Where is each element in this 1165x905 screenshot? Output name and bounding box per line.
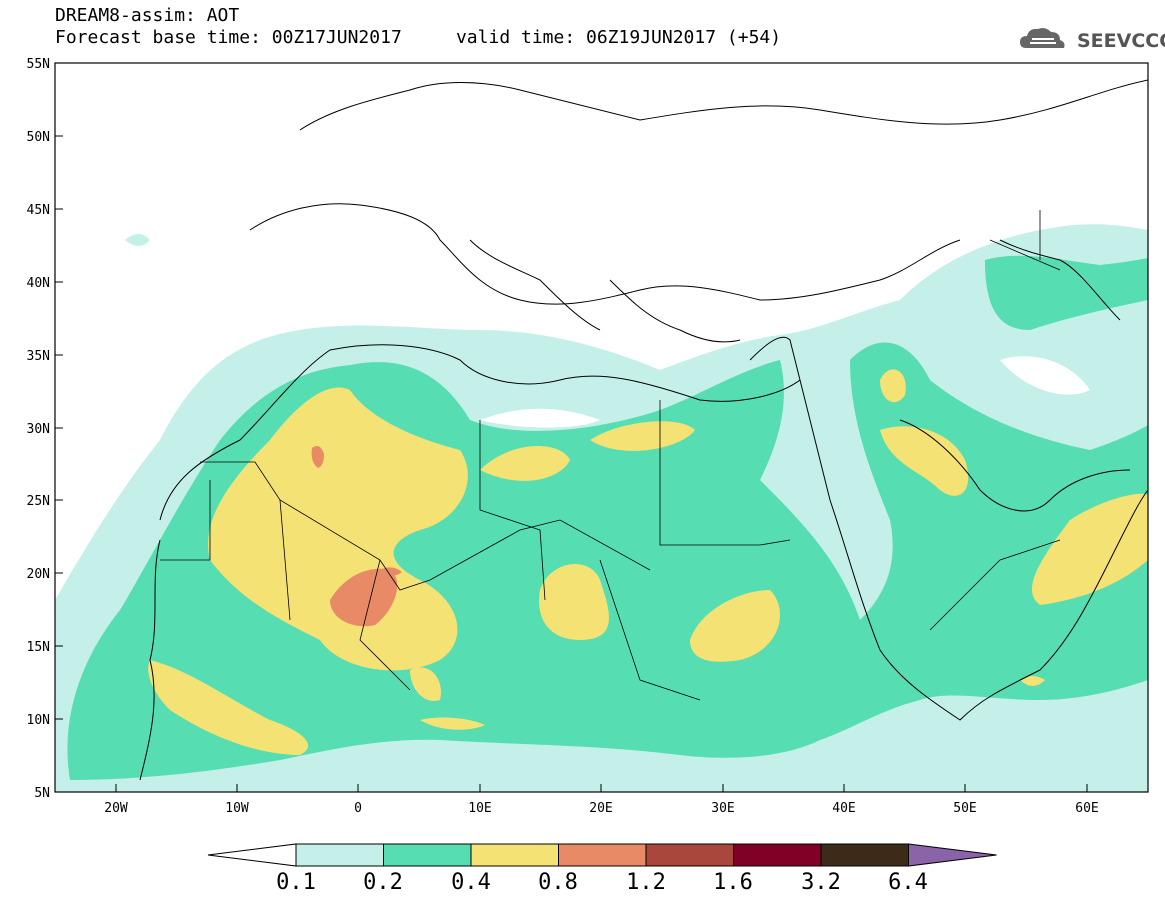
lat-label: 55N [27, 57, 50, 72]
lat-label: 20N [27, 567, 50, 582]
aot-band-0.4 [1020, 676, 1045, 686]
colorbar-label: 3.2 [801, 870, 841, 895]
lon-label: 60E [1075, 801, 1098, 816]
colorbar-label: 0.2 [363, 870, 403, 895]
aot-band-0.4 [590, 421, 695, 451]
lat-label: 5N [34, 786, 50, 801]
lon-label: 40E [832, 801, 855, 816]
aot-band-0.4 [410, 667, 441, 701]
colorbar-label: 0.1 [276, 870, 316, 895]
axis-ticks [55, 62, 1088, 792]
aot-band-0.4 [148, 660, 309, 755]
aot-band-0.4 [420, 717, 485, 730]
cloud-icon [1020, 28, 1065, 48]
lat-label: 30N [27, 422, 50, 437]
aot-band-0.4 [880, 369, 906, 403]
lon-label: 30E [711, 801, 734, 816]
colorbar-label: 6.4 [888, 870, 928, 895]
lat-label: 15N [27, 640, 50, 655]
aot-band-0.8 [380, 567, 402, 576]
lat-label: 35N [27, 349, 50, 364]
logo-text: SEEVCCC [1077, 30, 1165, 52]
lon-label: 50E [953, 801, 976, 816]
lat-label: 40N [27, 276, 50, 291]
colorbar-label: 1.6 [713, 870, 753, 895]
aot-band-0.4 [1031, 493, 1148, 605]
aot-band-0.4 [208, 387, 468, 671]
aot-band-0.8 [311, 446, 324, 468]
clean-air-area [480, 408, 600, 428]
lat-label: 50N [27, 130, 50, 145]
aot-band-0.8 [330, 568, 398, 627]
colorbar-label: 0.8 [538, 870, 578, 895]
aot-map: 55N 50N 45N 40N 35N 30N 25N 20N 15N 10N … [27, 57, 1149, 816]
lon-label: 0 [354, 801, 362, 816]
seevccc-logo [1018, 24, 1158, 56]
lat-label: 25N [27, 494, 50, 509]
aot-fields [55, 224, 1148, 792]
aot-band-0.4 [480, 446, 570, 481]
aot-band-0.4 [690, 590, 780, 662]
longitude-labels: 20W 10W 0 10E 20E 30E 40E 50E 60E [104, 801, 1098, 816]
lon-label: 20E [589, 801, 612, 816]
aot-band-0.4 [539, 563, 609, 640]
aot-band-0.1 [125, 234, 150, 246]
lat-label: 10N [27, 713, 50, 728]
lat-label: 45N [27, 203, 50, 218]
lon-label: 10W [225, 801, 249, 816]
lon-label: 20W [104, 801, 128, 816]
lon-label: 10E [468, 801, 491, 816]
latitude-labels: 55N 50N 45N 40N 35N 30N 25N 20N 15N 10N … [27, 57, 50, 801]
colorbar-label: 0.4 [451, 870, 491, 895]
aot-band-0.4 [880, 426, 969, 496]
clean-air-area [1000, 356, 1090, 395]
colorbar-label: 1.2 [626, 870, 666, 895]
aot-band-0.2 [985, 255, 1148, 330]
coastlines [139, 79, 1148, 781]
forecast-time-line: Forecast base time: 00Z17JUN2017 valid t… [55, 27, 782, 48]
map-title: DREAM8-assim: AOT [55, 5, 240, 26]
country-borders [160, 210, 1061, 701]
